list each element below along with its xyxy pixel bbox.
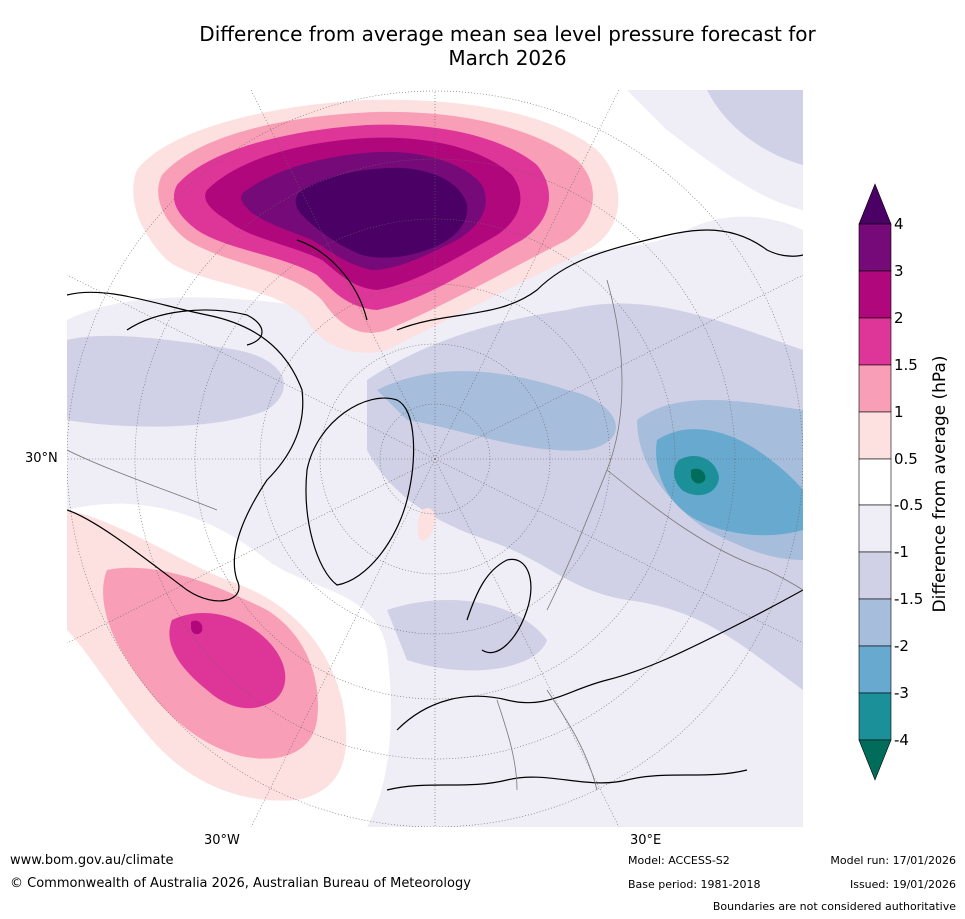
anomaly-band-neg-1p5 — [377, 371, 616, 451]
colorbar-tick-neg-3: -3 — [894, 684, 909, 702]
border-russia-west — [546, 279, 623, 611]
coastline-eurasia-north — [396, 229, 803, 331]
border-europe-a — [496, 699, 518, 791]
colorbar-tick-neg-1p5: -1.5 — [894, 590, 923, 608]
colorbar-tick-neg-4: -4 — [894, 731, 909, 749]
meridian-120w — [67, 274, 436, 460]
lat-label-30n: 30°N — [25, 451, 58, 466]
meridian-60w — [67, 458, 436, 644]
country-borders — [67, 279, 803, 791]
colorbar-swatch-4 — [858, 411, 892, 460]
footer-disclaimer: Boundaries are not considered authoritat… — [712, 900, 956, 913]
colorbar-tick-1: 1 — [894, 403, 904, 421]
border-canada-us — [67, 449, 218, 511]
lon-label-30e: 30°E — [630, 833, 662, 848]
colorbar-tick-3: 3 — [894, 262, 904, 280]
colorbar-tick-neg-0p5: -0.5 — [894, 496, 923, 514]
title-line-2: March 2026 — [448, 46, 567, 70]
colorbar-swatch-7 — [858, 551, 892, 600]
anomaly-band-pos-4-north — [295, 167, 468, 258]
coastline-mediterranean — [386, 769, 748, 791]
meridian-30e — [434, 458, 620, 827]
colorbar-swatch-6 — [858, 504, 892, 553]
colorbar-swatch-1 — [858, 270, 892, 319]
coastline-scandinavia — [466, 558, 532, 654]
anomaly-band-neg-1-ne — [707, 90, 803, 165]
footer-model: Model: ACCESS-S2 — [628, 854, 730, 867]
footer-model-run: Model run: 17/01/2026 — [830, 854, 956, 867]
anomaly-band-neg-1-west — [67, 335, 284, 427]
colorbar-swatch-10 — [858, 692, 892, 741]
coastlines — [67, 229, 803, 791]
meridian-30w — [250, 458, 436, 827]
graticule — [67, 90, 803, 827]
colorbar-swatch-9 — [858, 645, 892, 694]
pressure-anomaly-map — [67, 90, 803, 827]
meridian-60e — [434, 458, 803, 644]
colorbar-swatch-2 — [858, 317, 892, 366]
anomaly-band-neg-1-south — [387, 600, 547, 671]
border-europe-b — [546, 689, 598, 791]
anomaly-band-neg-4 — [691, 468, 706, 484]
colorbar-swatch-5 — [858, 458, 892, 506]
anomaly-band-pos-0p5-island — [417, 508, 436, 541]
anomaly-band-neg-2 — [656, 429, 803, 536]
coastline-europe — [396, 589, 803, 731]
colorbar-tick-2: 2 — [894, 309, 904, 327]
footer-issued: Issued: 19/01/2026 — [849, 878, 956, 891]
colorbar: 4 3 2 1.5 1 0.5 -0.5 -1 -1.5 -2 -3 -4 — [858, 183, 923, 781]
anomaly-band-pos-2-south — [191, 620, 203, 635]
colorbar-swatch-0 — [858, 223, 892, 272]
title-line-1: Difference from average mean sea level p… — [199, 22, 816, 46]
footer-base-period: Base period: 1981-2018 — [628, 878, 761, 891]
coastline-kamchatka — [296, 239, 368, 321]
colorbar-tick-0p5: 0.5 — [894, 450, 918, 468]
coastline-greenland — [305, 397, 415, 586]
colorbar-extend-top — [858, 183, 892, 225]
map-title: Difference from average mean sea level p… — [150, 22, 865, 70]
coastline-alaska — [126, 309, 263, 346]
colorbar-extend-bottom — [858, 739, 892, 781]
anomaly-band-pos-1p5-south — [169, 612, 286, 709]
colorbar-tick-4: 4 — [894, 215, 904, 233]
colorbar-swatch-3 — [858, 364, 892, 413]
footer-copyright: © Commonwealth of Australia 2026, Austra… — [10, 876, 471, 891]
colorbar-tick-neg-1: -1 — [894, 543, 909, 561]
lon-label-30w: 30°W — [204, 833, 240, 848]
footer-url[interactable]: www.bom.gov.au/climate — [10, 853, 174, 868]
colorbar-tick-neg-2: -2 — [894, 637, 909, 655]
coastline-north-america — [67, 291, 304, 602]
colorbar-tick-1p5: 1.5 — [894, 356, 918, 374]
meridian-120e — [434, 274, 803, 460]
colorbar-title: Difference from average (hPa) — [930, 355, 950, 613]
border-central-asia — [606, 469, 803, 591]
colorbar-swatch-8 — [858, 598, 892, 647]
